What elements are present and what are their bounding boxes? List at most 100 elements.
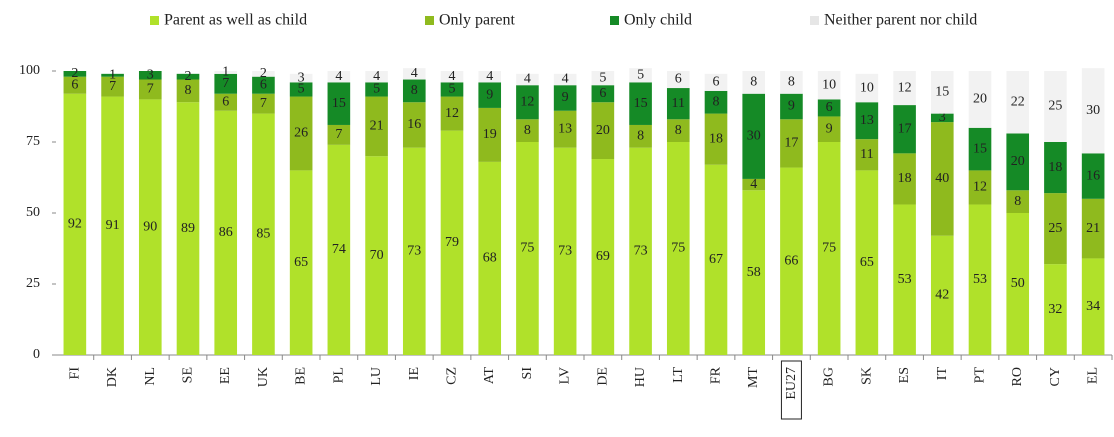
bar-segment — [629, 147, 652, 355]
bar-segment — [138, 99, 162, 356]
data-label: 9 — [562, 90, 569, 105]
bar-segment — [930, 113, 954, 123]
data-label: 7 — [147, 82, 154, 97]
data-label: 40 — [935, 171, 949, 186]
data-label: 15 — [935, 85, 949, 100]
bar-segment — [365, 71, 388, 83]
y-tick-label: 75 — [26, 134, 40, 149]
data-label: 12 — [520, 94, 534, 109]
data-label: 65 — [860, 255, 874, 270]
legend-swatch — [150, 16, 159, 25]
data-label: 91 — [106, 218, 120, 233]
bar-segment — [591, 71, 615, 86]
bar-segment — [214, 73, 238, 94]
data-label: 4 — [750, 177, 757, 192]
data-label: 9 — [486, 87, 493, 102]
data-label: 3 — [147, 67, 154, 82]
bar-segment — [666, 142, 690, 355]
bar-segment — [968, 71, 992, 128]
x-tick-label: SI — [520, 367, 535, 380]
bar-segment — [440, 71, 464, 83]
data-label: 15 — [973, 141, 987, 156]
bar-segment — [629, 124, 652, 148]
bar-segment — [101, 96, 124, 355]
legend-label: Only child — [624, 12, 692, 29]
data-label: 11 — [672, 96, 685, 111]
bar-segment — [214, 110, 238, 355]
bar-segment — [855, 139, 879, 171]
data-label: 30 — [747, 129, 761, 144]
bar-segment — [1044, 142, 1067, 194]
bar-segment — [252, 113, 275, 355]
bar-segment — [63, 76, 87, 94]
x-tick-label: LT — [671, 367, 686, 383]
x-tick-label: EU27 — [784, 367, 799, 400]
data-label: 8 — [1014, 194, 1021, 209]
data-label: 5 — [373, 82, 380, 97]
highlight-box — [780, 360, 802, 420]
data-label: 9 — [788, 99, 795, 114]
data-label: 4 — [486, 69, 493, 84]
data-label: 89 — [181, 221, 195, 236]
x-tick-label: IT — [935, 367, 950, 381]
bar-segment — [742, 190, 766, 355]
bar-segment — [893, 71, 916, 106]
legend-label: Neither parent nor child — [824, 12, 977, 29]
data-label: 4 — [562, 72, 569, 87]
data-label: 17 — [898, 121, 912, 136]
bar-segment — [704, 113, 728, 165]
bar-segment — [289, 73, 313, 83]
data-label: 7 — [335, 127, 342, 142]
data-label: 92 — [68, 217, 82, 232]
x-tick-label: SE — [181, 367, 196, 383]
x-tick-label: BE — [294, 367, 309, 385]
bar-segment — [704, 164, 728, 355]
data-label: 1 — [222, 65, 229, 80]
bar-segment — [553, 73, 577, 86]
data-label: 8 — [675, 123, 682, 138]
y-tick-label: 50 — [26, 205, 40, 220]
data-label: 1 — [109, 67, 116, 82]
bar-segment — [516, 119, 539, 142]
data-label: 73 — [634, 244, 648, 259]
bar-segment — [478, 107, 502, 162]
data-label: 13 — [860, 113, 874, 128]
bar-segment — [1081, 258, 1105, 355]
data-label: 73 — [407, 244, 421, 259]
data-label: 6 — [260, 77, 267, 92]
data-label: 4 — [449, 69, 456, 84]
legend-swatch — [610, 16, 619, 25]
bar-segment — [780, 93, 803, 120]
data-label: 7 — [222, 76, 229, 91]
bar-segment — [817, 71, 841, 100]
bar-segment — [1044, 71, 1067, 142]
bar-segment — [930, 71, 954, 114]
bar-segment — [742, 178, 766, 191]
data-label: 22 — [1011, 94, 1025, 109]
x-tick-label: FR — [709, 366, 724, 384]
bar-segment — [817, 116, 841, 142]
data-label: 9 — [826, 121, 833, 136]
data-label: 12 — [898, 80, 912, 95]
data-label: 10 — [822, 77, 836, 92]
x-tick-label: DK — [105, 367, 120, 387]
data-label: 6 — [713, 75, 720, 90]
data-label: 90 — [143, 219, 157, 234]
bar-segment — [591, 159, 615, 355]
bar-segment — [893, 204, 916, 355]
x-tick-label: PT — [973, 367, 988, 384]
bar-segment — [591, 102, 615, 160]
bar-segment — [138, 79, 162, 100]
bar-segment — [1006, 190, 1030, 213]
data-label: 5 — [637, 67, 644, 82]
data-label: 18 — [1048, 160, 1062, 175]
data-label: 5 — [449, 82, 456, 97]
legend-label: Parent as well as child — [164, 12, 307, 29]
data-label: 4 — [335, 69, 342, 84]
bar-segment — [1044, 264, 1067, 355]
data-label: 6 — [675, 72, 682, 87]
data-label: 30 — [1086, 103, 1100, 118]
bar-segment — [1081, 198, 1105, 259]
bar-segment — [742, 71, 766, 94]
x-tick-label: EE — [218, 367, 233, 384]
